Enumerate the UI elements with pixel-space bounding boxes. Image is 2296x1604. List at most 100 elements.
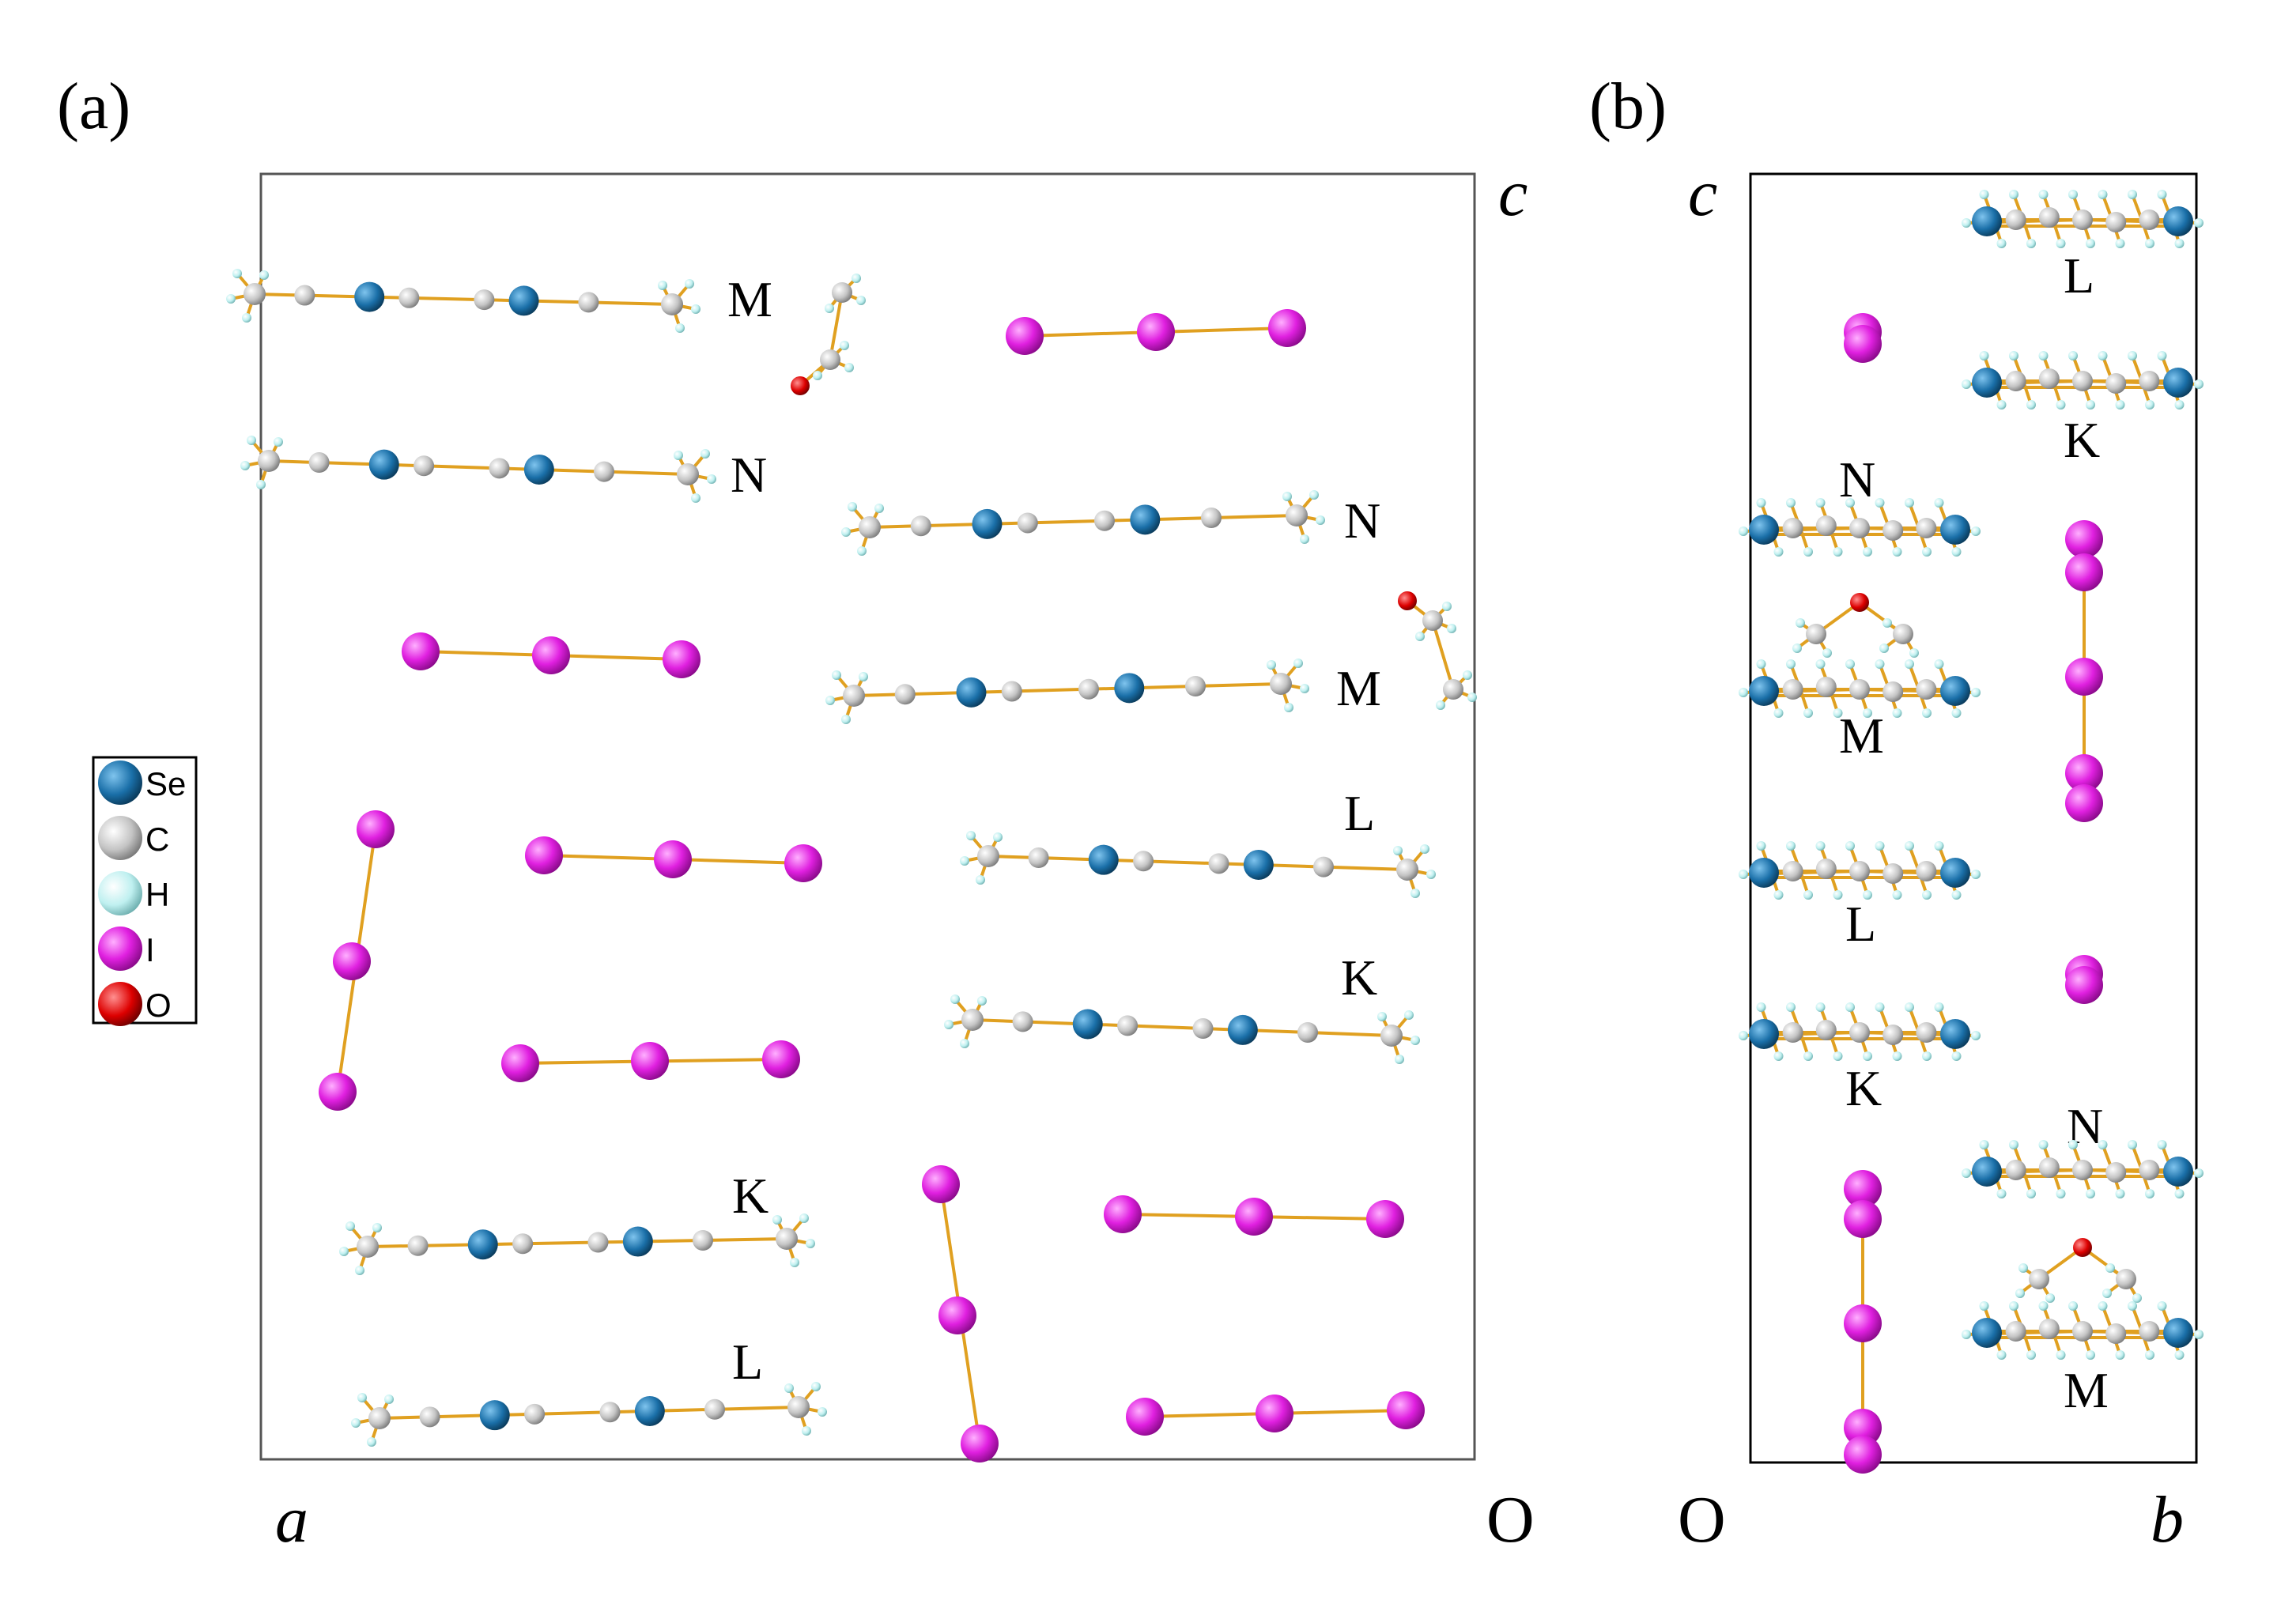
atom-c bbox=[2005, 371, 2026, 391]
atom-h bbox=[1892, 708, 1902, 718]
atom-h bbox=[1309, 490, 1319, 500]
molecule-backbone bbox=[869, 514, 1297, 529]
atom-c bbox=[1094, 510, 1115, 531]
atom-c bbox=[2105, 373, 2127, 394]
atom-h bbox=[1815, 1002, 1826, 1012]
atom-h bbox=[840, 341, 849, 350]
atom-h bbox=[2068, 1301, 2078, 1311]
atom-h bbox=[256, 480, 266, 489]
atom-h bbox=[1773, 547, 1784, 557]
atom-h bbox=[1905, 498, 1914, 508]
atom-h bbox=[2174, 1189, 2185, 1198]
atom-h bbox=[806, 1239, 815, 1248]
atom-h bbox=[2086, 1189, 2095, 1198]
atom-i bbox=[654, 840, 692, 878]
atom-h bbox=[1909, 648, 1919, 658]
atom-h bbox=[1739, 688, 1748, 697]
atom-se bbox=[2163, 368, 2193, 398]
atom-h bbox=[1882, 618, 1892, 628]
atom-h bbox=[1875, 498, 1885, 508]
atom-c bbox=[2005, 1321, 2026, 1342]
atom-c bbox=[961, 1009, 984, 1031]
atom-h bbox=[1934, 1002, 1944, 1012]
atom-h bbox=[2105, 1263, 2115, 1273]
atom-h bbox=[1447, 624, 1456, 633]
atom-c bbox=[599, 1402, 621, 1423]
atom-h bbox=[1415, 632, 1425, 641]
atom-se bbox=[467, 1229, 498, 1260]
atom-h bbox=[1845, 498, 1855, 508]
atom-h bbox=[1996, 400, 2007, 409]
atom-h bbox=[1786, 841, 1796, 851]
atom-h bbox=[1879, 643, 1889, 653]
atom-h bbox=[1815, 659, 1826, 669]
atom-h bbox=[2009, 1140, 2018, 1149]
atom-se bbox=[1972, 1157, 2002, 1187]
atom-se bbox=[622, 1226, 653, 1257]
atom-h bbox=[844, 363, 854, 372]
atom-h bbox=[1377, 1012, 1387, 1021]
atom-h bbox=[2157, 1301, 2167, 1311]
molecule-backbone bbox=[988, 855, 1408, 871]
atom-h bbox=[1773, 890, 1784, 900]
atom-c bbox=[414, 455, 435, 477]
atom-c bbox=[1297, 1022, 1318, 1043]
atom-h bbox=[841, 527, 851, 537]
atom-c bbox=[2072, 1321, 2093, 1342]
atom-h bbox=[1996, 1189, 2007, 1198]
atom-se bbox=[1243, 849, 1274, 880]
legend-swatch-o bbox=[98, 982, 142, 1026]
atom-c bbox=[2038, 207, 2060, 228]
atom-h bbox=[2174, 400, 2185, 409]
atom-h bbox=[2018, 1263, 2028, 1273]
atom-c bbox=[894, 684, 916, 705]
atom-h bbox=[1845, 841, 1855, 851]
atom-h bbox=[2015, 1289, 2025, 1298]
atom-h bbox=[856, 296, 866, 305]
atom-h bbox=[2026, 239, 2036, 248]
legend-swatch-c bbox=[98, 816, 142, 860]
legend-label-c: C bbox=[145, 821, 169, 858]
atom-h bbox=[2128, 1140, 2137, 1149]
atom-h bbox=[1756, 498, 1766, 508]
atom-h bbox=[1410, 889, 1420, 898]
atom-h bbox=[240, 461, 250, 470]
atom-c bbox=[1849, 518, 1870, 538]
atom-h bbox=[367, 1437, 376, 1447]
atom-h bbox=[966, 831, 976, 840]
atom-h bbox=[944, 1020, 954, 1029]
molecule-label-a: N bbox=[1344, 493, 1380, 549]
atom-i bbox=[1844, 1436, 1882, 1474]
legend-label-se: Se bbox=[145, 765, 186, 802]
molecule-backbone bbox=[379, 1406, 799, 1420]
atom-c bbox=[1017, 512, 1038, 534]
atom-h bbox=[1463, 670, 1472, 680]
atom-se bbox=[1940, 1019, 1970, 1049]
molecule-label-b: K bbox=[1845, 1060, 1882, 1116]
atom-h bbox=[1267, 660, 1276, 670]
atom-i bbox=[1844, 1304, 1882, 1342]
c-c-bond bbox=[1431, 620, 1455, 690]
molecule-label-b: M bbox=[2064, 1362, 2109, 1418]
atom-h bbox=[1922, 708, 1932, 718]
atom-h bbox=[825, 696, 835, 705]
atom-h bbox=[802, 1426, 811, 1436]
atom-c bbox=[1313, 856, 1334, 877]
atom-c bbox=[2038, 368, 2060, 389]
atom-h bbox=[1951, 708, 1962, 718]
atom-h bbox=[2194, 1330, 2203, 1339]
atom-h bbox=[2038, 1140, 2049, 1149]
atom-h bbox=[2115, 239, 2125, 248]
molecule-label-a: K bbox=[1341, 949, 1377, 1006]
atom-h bbox=[2009, 1301, 2018, 1311]
atom-se bbox=[523, 454, 554, 485]
atom-se bbox=[1972, 1318, 2002, 1348]
atom-h bbox=[1803, 890, 1813, 900]
atom-h bbox=[2009, 351, 2018, 360]
panel-b-label: (b) bbox=[1589, 70, 1667, 143]
atom-se bbox=[2163, 1318, 2193, 1348]
atom-i bbox=[319, 1073, 357, 1111]
axis-c-label-b: c bbox=[1688, 157, 1717, 230]
atom-h bbox=[1786, 1002, 1796, 1012]
